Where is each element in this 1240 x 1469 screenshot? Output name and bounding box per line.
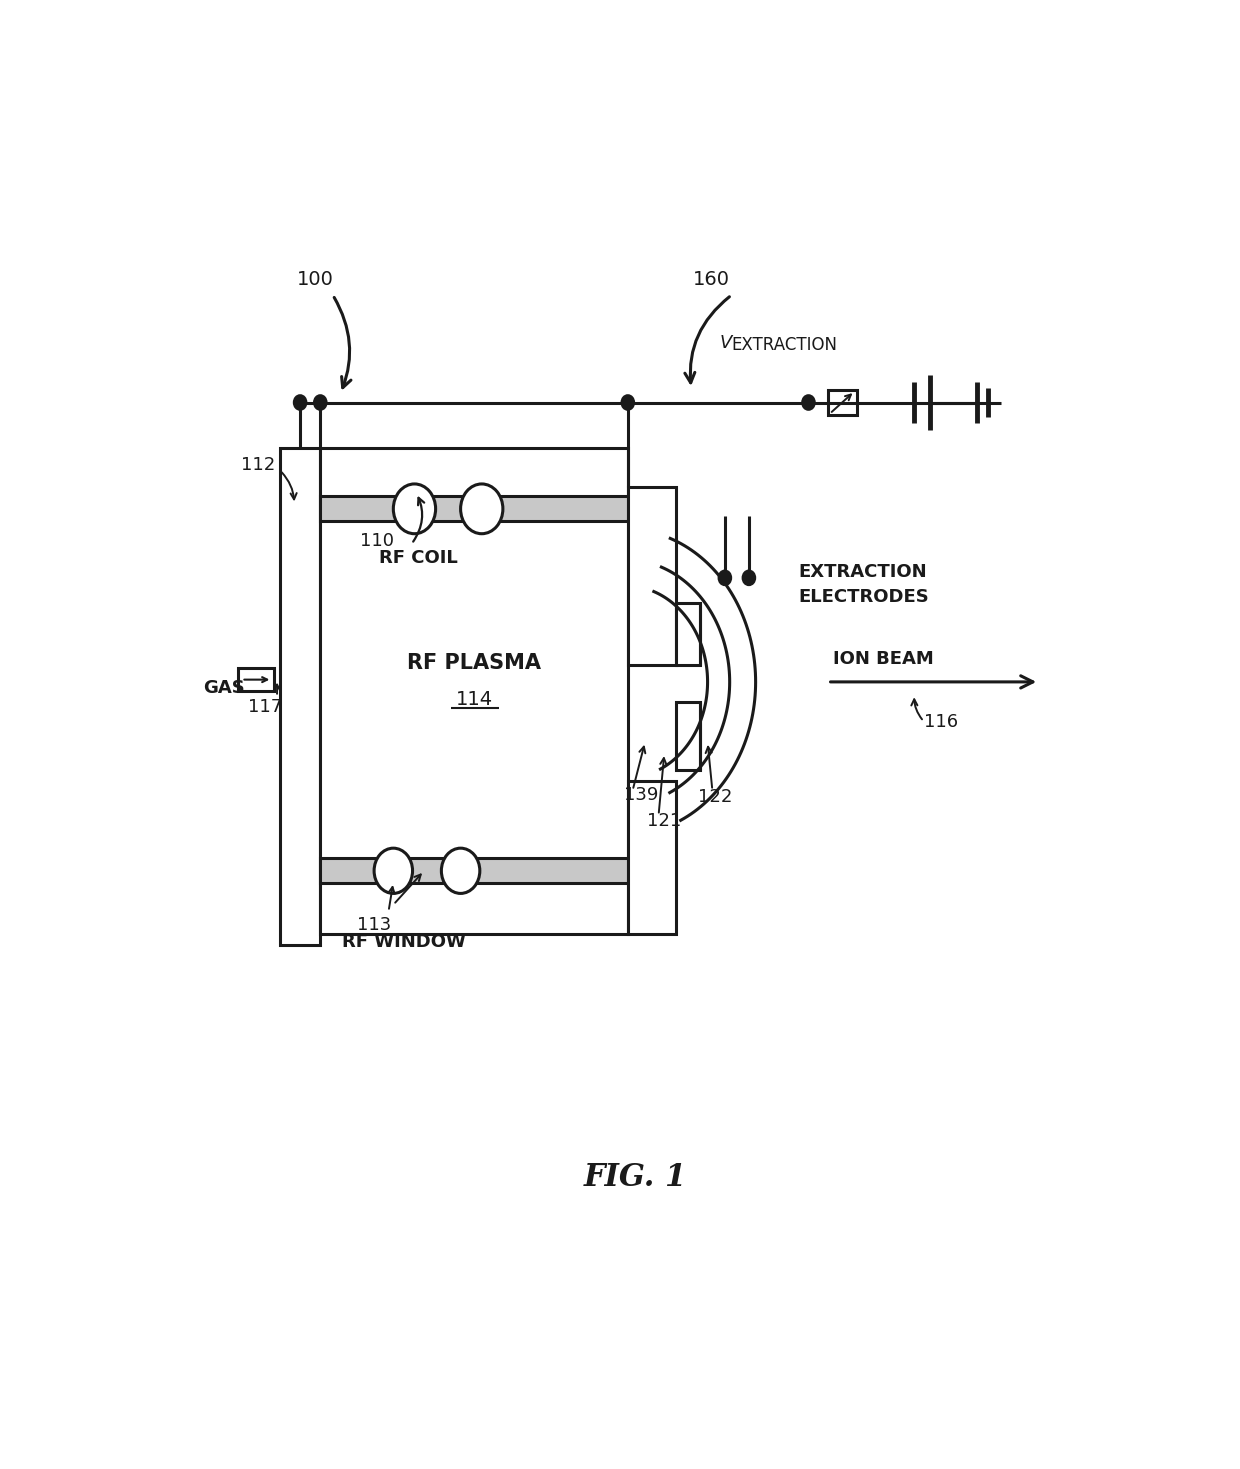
Bar: [828, 391, 857, 414]
Text: 160: 160: [693, 270, 730, 289]
Bar: [280, 448, 320, 946]
Text: FIG. 1: FIG. 1: [584, 1162, 687, 1193]
Circle shape: [802, 395, 815, 410]
Text: RF COIL: RF COIL: [379, 548, 458, 567]
Circle shape: [743, 571, 755, 585]
Text: RF WINDOW: RF WINDOW: [342, 933, 466, 950]
Text: 117: 117: [248, 698, 283, 715]
Text: ELECTRODES: ELECTRODES: [799, 588, 930, 607]
Text: 139: 139: [624, 786, 658, 804]
Text: 121: 121: [647, 812, 681, 830]
Circle shape: [374, 848, 413, 893]
Text: 114: 114: [455, 690, 492, 710]
Circle shape: [294, 395, 306, 410]
Circle shape: [315, 395, 326, 410]
Bar: [627, 782, 676, 934]
Text: 116: 116: [924, 712, 959, 730]
Bar: [320, 448, 627, 934]
Bar: [320, 858, 627, 883]
Text: 113: 113: [357, 917, 391, 934]
Text: EXTRACTION: EXTRACTION: [732, 336, 837, 354]
Text: V: V: [719, 333, 732, 351]
Circle shape: [441, 848, 480, 893]
Bar: [320, 497, 627, 521]
Text: 110: 110: [360, 532, 393, 549]
Text: ION BEAM: ION BEAM: [832, 651, 934, 668]
Bar: [627, 488, 676, 665]
Circle shape: [460, 483, 503, 533]
Circle shape: [393, 483, 435, 533]
Circle shape: [622, 395, 634, 410]
Text: RF PLASMA: RF PLASMA: [407, 652, 541, 673]
Text: 122: 122: [698, 789, 733, 806]
Text: GAS: GAS: [203, 679, 244, 696]
Bar: [676, 702, 699, 770]
Text: EXTRACTION: EXTRACTION: [799, 563, 928, 582]
Circle shape: [719, 571, 730, 585]
Bar: [676, 602, 699, 665]
Text: 100: 100: [298, 270, 334, 289]
Text: 112: 112: [242, 455, 275, 474]
Bar: [238, 668, 274, 690]
